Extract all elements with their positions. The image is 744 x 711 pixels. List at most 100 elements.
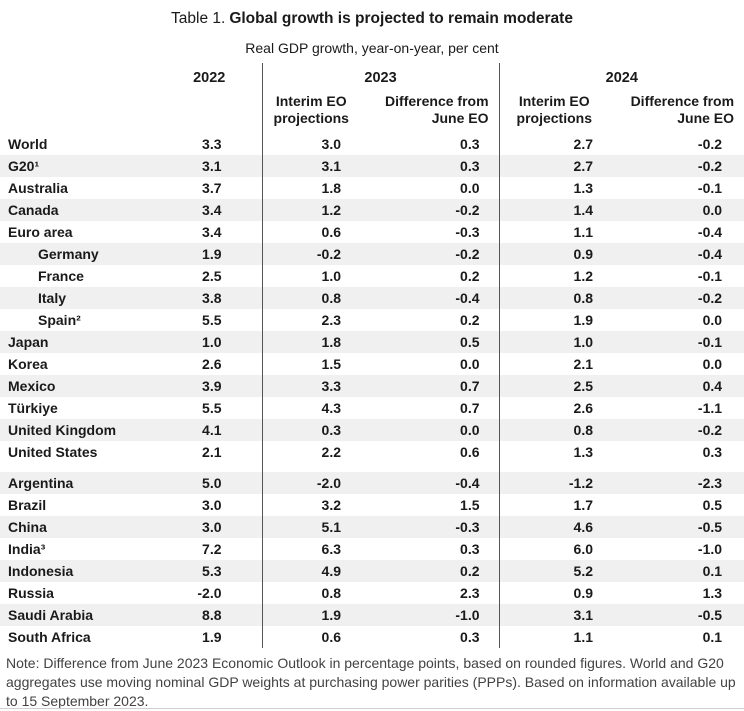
value-cell: 5.1 [261, 516, 360, 538]
value-cell: 1.3 [498, 441, 610, 463]
table-row: Germany 1.9 -0.2 -0.2 0.9 -0.4 [0, 243, 744, 265]
country-label: United States [8, 444, 98, 460]
value-cell: 0.7 [460, 400, 480, 416]
value-cell: 1.0 [202, 334, 222, 350]
value-cell: -1.0 [455, 607, 480, 623]
table-row: Russia -2.0 0.8 2.3 0.9 1.3 [0, 582, 744, 604]
value-cell: 2.3 [460, 585, 480, 601]
value-cell: -1.2 [498, 472, 610, 494]
value-cell: 2.7 [498, 155, 610, 177]
interim-projections-2023-header: Interim EO projections [261, 93, 360, 133]
value-cell: 1.9 [498, 309, 610, 331]
value-cell: 0.9 [498, 243, 610, 265]
value-cell: 6.0 [498, 538, 610, 560]
value-cell: 2.7 [498, 133, 610, 155]
value-cell: 0.0 [702, 356, 723, 372]
table-row: Spain² 5.5 2.3 0.2 1.9 0.0 [0, 309, 744, 331]
value-cell: 0.1 [702, 563, 723, 579]
value-cell: 0.8 [498, 287, 610, 309]
value-cell: -2.0 [261, 472, 360, 494]
value-cell: 1.4 [498, 199, 610, 221]
country-label: Mexico [8, 378, 56, 394]
value-cell: 3.0 [202, 497, 222, 513]
value-cell: 2.2 [261, 441, 360, 463]
country-label: Euro area [8, 224, 73, 240]
value-cell: 3.8 [202, 290, 222, 306]
value-cell: 0.3 [702, 444, 723, 460]
value-cell: -0.3 [455, 519, 480, 535]
table-row: Brazil 3.0 3.2 1.5 1.7 0.5 [0, 494, 744, 516]
value-cell: 2.1 [498, 353, 610, 375]
value-cell: 3.0 [261, 133, 360, 155]
year-2024-header: 2024 [498, 63, 744, 93]
country-label: South Africa [8, 629, 91, 645]
value-cell: -2.0 [197, 585, 222, 601]
value-cell: 4.3 [261, 397, 360, 419]
value-cell: -0.3 [455, 224, 480, 240]
value-cell: 0.6 [460, 444, 480, 460]
value-cell: 3.1 [498, 604, 610, 626]
country-label: France [38, 268, 84, 284]
country-label: Spain² [38, 312, 81, 328]
country-label: Saudi Arabia [8, 607, 94, 623]
value-cell: -0.2 [455, 246, 480, 262]
value-cell: -0.4 [697, 246, 723, 262]
value-cell: -1.1 [697, 400, 723, 416]
difference-june-2024-header: Difference from June EO [630, 93, 735, 126]
value-cell: 0.3 [460, 158, 480, 174]
value-cell: 5.0 [202, 475, 222, 491]
value-cell: 0.7 [460, 378, 480, 394]
table-row: South Africa 1.9 0.6 0.3 1.1 0.1 [0, 626, 744, 648]
value-cell: 0.0 [702, 312, 723, 328]
table-row: Italy 3.8 0.8 -0.4 0.8 -0.2 [0, 287, 744, 309]
value-cell: 1.9 [202, 246, 222, 262]
value-cell: 1.1 [498, 221, 610, 243]
value-cell: 1.2 [261, 199, 360, 221]
value-cell: 0.5 [460, 334, 480, 350]
table-row: Euro area 3.4 0.6 -0.3 1.1 -0.4 [0, 221, 744, 243]
value-cell: 2.3 [261, 309, 360, 331]
value-cell: 4.1 [202, 422, 222, 438]
table-row: Australia 3.7 1.8 0.0 1.3 -0.1 [0, 177, 744, 199]
value-cell: -0.2 [455, 202, 480, 218]
value-cell: -0.2 [697, 136, 723, 152]
value-cell: 5.5 [202, 312, 222, 328]
country-label: Japan [8, 334, 49, 350]
table-row: Türkiye 5.5 4.3 0.7 2.6 -1.1 [0, 397, 744, 419]
subheader-row: Interim EO projections Difference from J… [0, 93, 744, 133]
value-cell: -0.4 [455, 290, 480, 306]
value-cell: 5.3 [202, 563, 222, 579]
gdp-growth-table: 2022 2023 2024 Interim EO projections Di… [0, 63, 744, 648]
value-cell: 7.2 [202, 541, 222, 557]
value-cell: 8.8 [202, 607, 222, 623]
table-row: United Kingdom 4.1 0.3 0.0 0.8 -0.2 [0, 419, 744, 441]
value-cell: 4.9 [261, 560, 360, 582]
value-cell: 0.2 [460, 268, 480, 284]
table-body: World 3.3 3.0 0.3 2.7 -0.2 G20¹ 3.1 3.1 0.3 2.7 -0.… [0, 133, 744, 648]
table-row: France 2.5 1.0 0.2 1.2 -0.1 [0, 265, 744, 287]
table-title-text: Global growth is projected to remain mod… [229, 10, 573, 27]
table-row: Japan 1.0 1.8 0.5 1.0 -0.1 [0, 331, 744, 353]
country-label: United Kingdom [8, 422, 117, 438]
value-cell: 3.7 [202, 180, 222, 196]
value-cell: 0.2 [460, 563, 480, 579]
value-cell: -0.5 [697, 519, 723, 535]
value-cell: 0.3 [261, 419, 360, 441]
value-cell: 1.5 [460, 497, 480, 513]
table-row: G20¹ 3.1 3.1 0.3 2.7 -0.2 [0, 155, 744, 177]
country-label: World [8, 136, 48, 152]
value-cell: 3.3 [261, 375, 360, 397]
value-cell: 3.0 [202, 519, 222, 535]
value-cell: 1.8 [261, 331, 360, 353]
value-cell: 2.6 [498, 397, 610, 419]
value-cell: 3.1 [202, 158, 222, 174]
bottom-divider [0, 708, 744, 709]
value-cell: 0.0 [460, 180, 480, 196]
country-label: Italy [38, 290, 67, 306]
table-row: India³ 7.2 6.3 0.3 6.0 -1.0 [0, 538, 744, 560]
table-header: 2022 2023 2024 Interim EO projections Di… [0, 63, 744, 133]
table-row: Canada 3.4 1.2 -0.2 1.4 0.0 [0, 199, 744, 221]
value-cell: 1.8 [261, 177, 360, 199]
table-row: Mexico 3.9 3.3 0.7 2.5 0.4 [0, 375, 744, 397]
